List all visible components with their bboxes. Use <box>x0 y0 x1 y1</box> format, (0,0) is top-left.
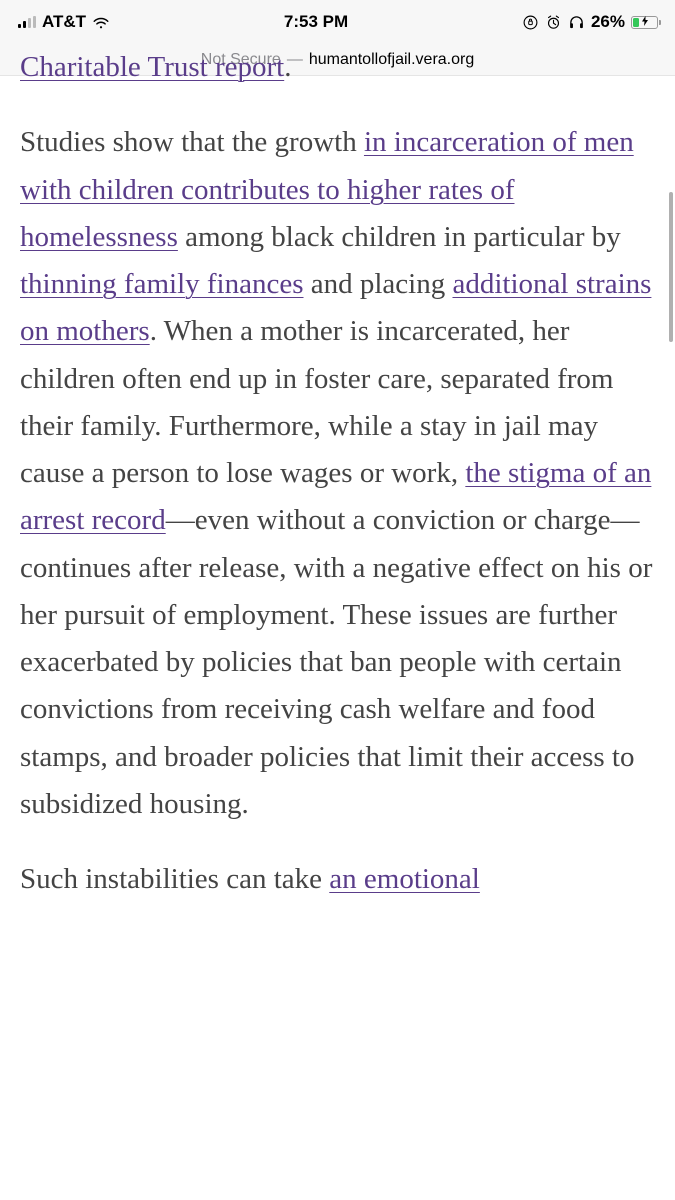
link-emotional[interactable]: an emotional <box>329 863 480 895</box>
status-right: 26% <box>522 12 661 32</box>
status-time: 7:53 PM <box>284 12 348 32</box>
charging-bolt-icon <box>641 16 649 28</box>
status-left: AT&T <box>18 12 110 32</box>
cellular-signal-icon <box>18 16 36 28</box>
text: Such instabilities can take <box>20 863 329 895</box>
article-content: Charitable Trust report. Studies show th… <box>0 44 675 904</box>
scroll-indicator[interactable] <box>669 192 673 342</box>
text: and placing <box>304 268 453 300</box>
battery-fill <box>633 18 639 27</box>
battery-percent: 26% <box>591 12 625 32</box>
paragraph-main: Studies show that the growth in incarcer… <box>20 119 657 828</box>
battery-icon <box>631 16 661 29</box>
link-charitable-trust[interactable]: Charitable Trust report <box>20 51 284 83</box>
text: —even without a conviction or charge—con… <box>20 504 652 820</box>
alarm-icon <box>545 14 562 31</box>
text: among black children in particular by <box>178 221 621 253</box>
carrier-label: AT&T <box>42 12 86 32</box>
headphones-icon <box>568 14 585 31</box>
status-bar: AT&T 7:53 PM 26% <box>0 0 675 44</box>
wifi-icon <box>92 13 110 31</box>
link-thinning-finances[interactable]: thinning family finances <box>20 268 304 300</box>
text: Studies show that the growth <box>20 126 364 158</box>
paragraph-prev-tail: Charitable Trust report. <box>20 44 657 91</box>
orientation-lock-icon <box>522 14 539 31</box>
text: . <box>284 51 291 83</box>
paragraph-next-head: Such instabilities can take an emotional <box>20 856 657 903</box>
